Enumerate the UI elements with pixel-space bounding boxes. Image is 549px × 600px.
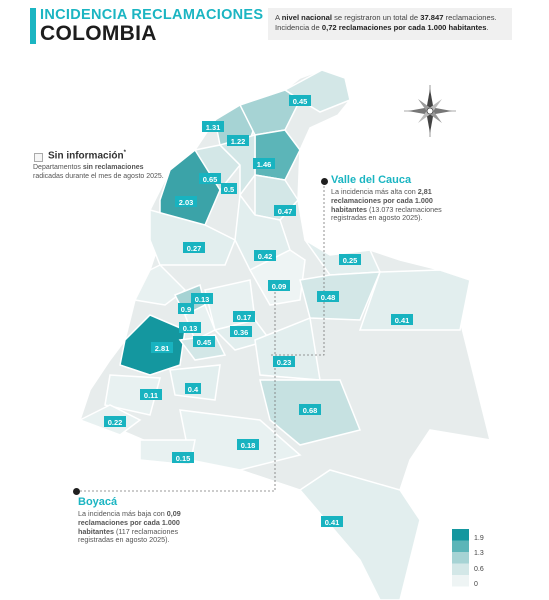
value-badge	[237, 439, 259, 450]
summary-line-2: Incidencia de 0,72 reclamaciones por cad…	[275, 23, 489, 32]
legend-swatch	[452, 529, 469, 541]
page-title: INCIDENCIA RECLAMACIONES	[40, 7, 264, 23]
legend-tick: 0.6	[474, 566, 484, 573]
value-badge	[191, 293, 213, 304]
value-label: 0.11	[144, 391, 158, 400]
value-badge	[193, 336, 215, 347]
value-badge	[321, 516, 343, 527]
value-label: 0.22	[108, 418, 123, 427]
value-badge	[317, 291, 339, 302]
region-casanare[interactable]	[299, 271, 382, 321]
value-label: 0.47	[278, 207, 293, 216]
value-label: 0.65	[203, 175, 218, 184]
region-amazonas[interactable]	[298, 469, 421, 600]
value-label: 0.4	[188, 385, 199, 394]
value-label: 1.46	[257, 160, 272, 169]
value-badge	[227, 135, 249, 146]
value-label: 0.48	[321, 293, 336, 302]
value-label: 0.45	[197, 338, 212, 347]
value-badge	[254, 250, 276, 261]
value-label: 2.03	[179, 198, 194, 207]
region-bolivar-north[interactable]	[218, 134, 256, 198]
value-badge	[178, 303, 194, 314]
legend-swatch	[452, 540, 469, 552]
value-label: 0.41	[395, 316, 410, 325]
value-badge	[299, 404, 321, 415]
value-badge	[151, 342, 173, 353]
value-badge	[273, 356, 295, 367]
legend-tick: 0	[474, 581, 478, 588]
value-badge	[183, 242, 205, 253]
no-info-text: Departamentos sin reclamaciones radicada…	[33, 164, 164, 180]
region-vichada[interactable]	[358, 269, 471, 331]
value-badges: 0.45 1.31 1.22 1.46 0.65 0.5 2.03 0.47 0.27 0.42 0…	[104, 95, 413, 527]
region-choco-north[interactable]	[133, 264, 187, 306]
value-label: 0.36	[234, 328, 249, 337]
region-antioquia[interactable]	[149, 209, 236, 266]
value-badge	[339, 254, 361, 265]
compass-rose-icon	[404, 85, 456, 137]
legend	[452, 529, 469, 587]
value-badge	[221, 183, 237, 194]
value-label: 0.17	[237, 313, 252, 322]
value-badge	[289, 95, 311, 106]
title-accent-bar	[30, 8, 36, 44]
value-label: 0.42	[258, 252, 273, 261]
value-label: 0.13	[195, 295, 210, 304]
legend-tick: 1.3	[474, 550, 484, 557]
value-label: 0.68	[303, 406, 318, 415]
value-label: 2.81	[155, 344, 170, 353]
no-info-title: Sin información*	[48, 150, 126, 162]
value-label: 0.5	[224, 185, 234, 194]
callout-low-title: Boyacá	[78, 496, 118, 508]
region-magdalena[interactable]	[238, 89, 301, 136]
value-badge	[179, 322, 201, 333]
value-label: 0.09	[272, 282, 287, 291]
summary-line-1: A nivel nacional se registraron un total…	[275, 13, 497, 22]
value-badge	[202, 121, 224, 132]
legend-swatch	[452, 552, 469, 564]
national-summary-box: A nivel nacional se registraron un total…	[268, 8, 512, 40]
value-label: 0.15	[176, 454, 191, 463]
value-badge	[104, 416, 126, 427]
value-badge	[140, 389, 162, 400]
no-info-swatch	[34, 153, 43, 162]
value-badge	[175, 196, 197, 207]
legend-swatch	[452, 575, 469, 587]
callout-high-leader	[270, 182, 325, 356]
value-badge	[233, 311, 255, 322]
value-label: 0.25	[343, 256, 358, 265]
value-label: 0.9	[181, 305, 191, 314]
value-badge	[391, 314, 413, 325]
value-label: 0.27	[187, 244, 202, 253]
value-label: 0.41	[325, 518, 340, 527]
legend-tick: 1.9	[474, 535, 484, 542]
callout-low-text: La incidencia más baja con 0,09 reclamac…	[78, 509, 181, 545]
value-badge	[172, 452, 194, 463]
region-huila[interactable]	[169, 364, 221, 401]
callout-low-marker	[73, 488, 80, 495]
value-label: 1.22	[231, 137, 246, 146]
value-badge	[230, 326, 252, 337]
value-badge	[268, 280, 290, 291]
value-badge	[253, 158, 275, 169]
callout-high-text: La incidencia más alta con 2,81 reclamac…	[331, 187, 442, 223]
value-badge	[199, 173, 221, 184]
value-label: 0.23	[277, 358, 292, 367]
value-label: 0.13	[183, 324, 198, 333]
value-label: 0.18	[241, 441, 256, 450]
region-cauca[interactable]	[104, 374, 161, 416]
value-badge	[185, 383, 201, 394]
page-subtitle: COLOMBIA	[40, 22, 157, 45]
value-label: 1.31	[206, 123, 221, 132]
legend-swatch	[452, 563, 469, 575]
value-label: 0.45	[293, 97, 308, 106]
value-badge	[274, 205, 296, 216]
callout-high-title: Valle del Cauca	[331, 174, 412, 186]
callout-high-marker	[321, 178, 328, 185]
